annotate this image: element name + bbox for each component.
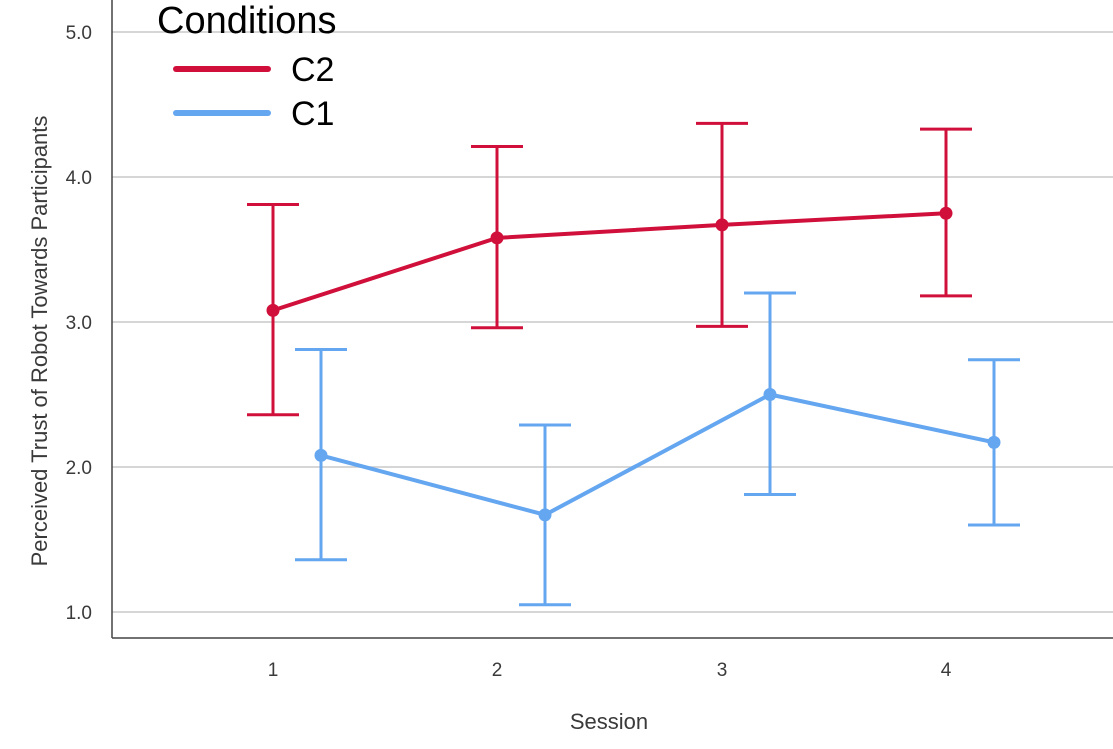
series-line — [320, 392, 995, 517]
legend-label: C1 — [291, 95, 334, 133]
y-tick-label: 3.0 — [66, 313, 92, 334]
series-line — [272, 211, 947, 313]
axes — [111, 0, 1113, 639]
x-tick-label: 3 — [717, 660, 728, 681]
data-point — [715, 218, 729, 232]
y-tick-label: 4.0 — [66, 168, 92, 189]
legend-label: C2 — [291, 51, 334, 89]
x-tick-label: 1 — [268, 660, 279, 681]
series-c1 — [295, 291, 1020, 607]
gridlines — [112, 31, 1113, 613]
x-tick-labels: 1 2 3 4 — [268, 660, 952, 681]
data-point — [987, 435, 1001, 449]
x-axis-title: Session — [570, 709, 648, 734]
y-tick-label: 2.0 — [66, 458, 92, 479]
y-tick-label: 5.0 — [66, 23, 92, 44]
y-axis-title: Perceived Trust of Robot Towards Partici… — [27, 116, 52, 567]
data-point — [490, 231, 504, 245]
series-c2 — [247, 121, 972, 417]
legend: Conditions C2 C1 — [157, 0, 337, 133]
data-point — [763, 388, 777, 401]
data-point — [266, 303, 280, 317]
series-group — [247, 121, 1020, 607]
legend-title: Conditions — [157, 0, 337, 42]
data-point — [538, 508, 552, 522]
x-tick-label: 2 — [492, 660, 503, 681]
x-tick-label: 4 — [941, 660, 952, 681]
y-tick-labels: 5.0 4.0 3.0 2.0 1.0 — [66, 23, 92, 624]
y-tick-label: 1.0 — [66, 603, 92, 624]
data-point — [314, 448, 328, 462]
data-point — [939, 206, 953, 220]
